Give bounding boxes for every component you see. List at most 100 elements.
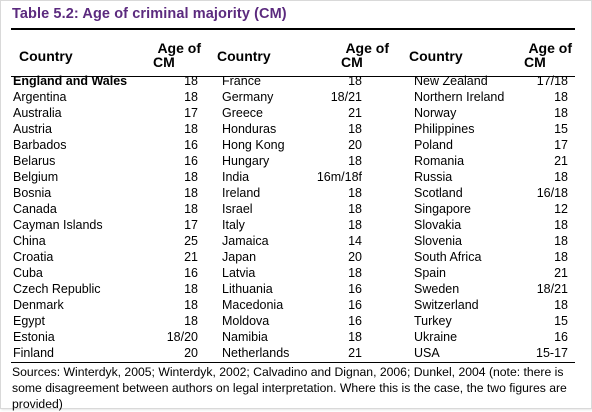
country-cell: Northern Ireland (414, 90, 505, 104)
age-cell: 21 (348, 346, 362, 360)
country-cell: Belgium (13, 170, 59, 184)
age-cell: 16 (184, 138, 198, 152)
age-cell: 15 (554, 122, 568, 136)
age-cell: 20 (348, 250, 362, 264)
age-cell: 18/21 (536, 282, 568, 296)
age-cell: 20 (348, 138, 362, 152)
age-cell: 25 (184, 234, 198, 248)
country-cell: Australia (13, 106, 62, 120)
country-cell: Greece (222, 106, 263, 120)
age-cell: 18 (554, 106, 568, 120)
age-cell: 18 (348, 218, 362, 232)
country-cell: Japan (222, 250, 257, 264)
country-cell: Canada (13, 202, 57, 216)
age-cell: 21 (348, 106, 362, 120)
country-cell: Russia (414, 170, 453, 184)
country-cell: Argentina (13, 90, 67, 104)
table-title: Table 5.2: Age of criminal majority (CM) (12, 6, 287, 22)
country-cell: Croatia (13, 250, 54, 264)
country-cell: South Africa (414, 250, 482, 264)
age-cell: 18 (554, 218, 568, 232)
header-country-1: Country (19, 48, 73, 64)
country-cell: France (222, 74, 261, 88)
header-age-2: Age of CM (341, 41, 389, 69)
age-cell: 18 (184, 170, 198, 184)
header-rule (11, 76, 575, 77)
header-country-3: Country (409, 48, 463, 64)
age-cell: 18 (184, 298, 198, 312)
header-age-line2: CM (153, 54, 175, 70)
country-cell: China (13, 234, 46, 248)
age-cell: 18 (348, 330, 362, 344)
country-cell: New Zealand (414, 74, 488, 88)
country-cell: Hong Kong (222, 138, 285, 152)
age-cell: 17 (554, 138, 568, 152)
country-cell: Cayman Islands (13, 218, 103, 232)
header-age-line2: CM (524, 54, 546, 70)
country-cell: Netherlands (222, 346, 290, 360)
age-cell: 16/18 (536, 186, 568, 200)
header-age-line1: Age of (345, 40, 389, 56)
age-cell: 21 (554, 266, 568, 280)
country-cell: Latvia (222, 266, 256, 280)
age-cell: 17 (184, 106, 198, 120)
age-cell: 16 (184, 154, 198, 168)
header-country-2: Country (217, 48, 271, 64)
age-cell: 18 (554, 170, 568, 184)
age-cell: 18 (184, 74, 198, 88)
header-age-line1: Age of (528, 40, 572, 56)
country-cell: Czech Republic (13, 282, 101, 296)
country-cell: Spain (414, 266, 446, 280)
country-cell: Poland (414, 138, 453, 152)
age-cell: 18/20 (166, 330, 198, 344)
age-cell: 18 (348, 266, 362, 280)
age-cell: 16 (184, 266, 198, 280)
age-cell: 18 (184, 90, 198, 104)
header-age-line1: Age of (157, 40, 201, 56)
country-cell: Germany (222, 90, 274, 104)
country-cell: Scotland (414, 186, 463, 200)
sources-note: Sources: Winterdyk, 2005; Winterdyk, 200… (12, 365, 567, 411)
age-cell: 18 (348, 154, 362, 168)
country-cell: Denmark (13, 298, 64, 312)
age-cell: 18 (554, 250, 568, 264)
country-cell: Honduras (222, 122, 277, 136)
header-age-1: Age of CM (153, 41, 201, 69)
country-cell: Namibia (222, 330, 268, 344)
age-cell: 20 (184, 346, 198, 360)
age-cell: 21 (554, 154, 568, 168)
age-cell: 18 (554, 234, 568, 248)
country-cell: Macedonia (222, 298, 284, 312)
country-cell: Philippines (414, 122, 475, 136)
country-cell: Hungary (222, 154, 270, 168)
country-cell: India (222, 170, 250, 184)
age-cell: 14 (348, 234, 362, 248)
country-cell: Lithuania (222, 282, 273, 296)
country-cell: Italy (222, 218, 245, 232)
country-cell: Barbados (13, 138, 67, 152)
age-cell: 16 (348, 314, 362, 328)
country-cell: Sweden (414, 282, 460, 296)
top-rule (11, 28, 575, 30)
age-cell: 18 (348, 74, 362, 88)
age-cell: 18 (184, 202, 198, 216)
header-age-3: Age of CM (524, 41, 572, 69)
age-cell: 15-17 (536, 346, 568, 360)
age-cell: 16 (348, 298, 362, 312)
age-cell: 18 (348, 122, 362, 136)
age-cell: 12 (554, 202, 568, 216)
header-age-line2: CM (341, 54, 363, 70)
country-cell: Moldova (222, 314, 270, 328)
age-cell: 16 (348, 282, 362, 296)
country-cell: Romania (414, 154, 465, 168)
country-cell: Ireland (222, 186, 261, 200)
country-cell: Bosnia (13, 186, 52, 200)
country-cell: USA (414, 346, 440, 360)
age-cell: 18 (348, 186, 362, 200)
country-cell: Cuba (13, 266, 43, 280)
age-cell: 17 (184, 218, 198, 232)
age-cell: 17/18 (536, 74, 568, 88)
country-cell: Jamaica (222, 234, 269, 248)
age-cell: 18 (348, 202, 362, 216)
